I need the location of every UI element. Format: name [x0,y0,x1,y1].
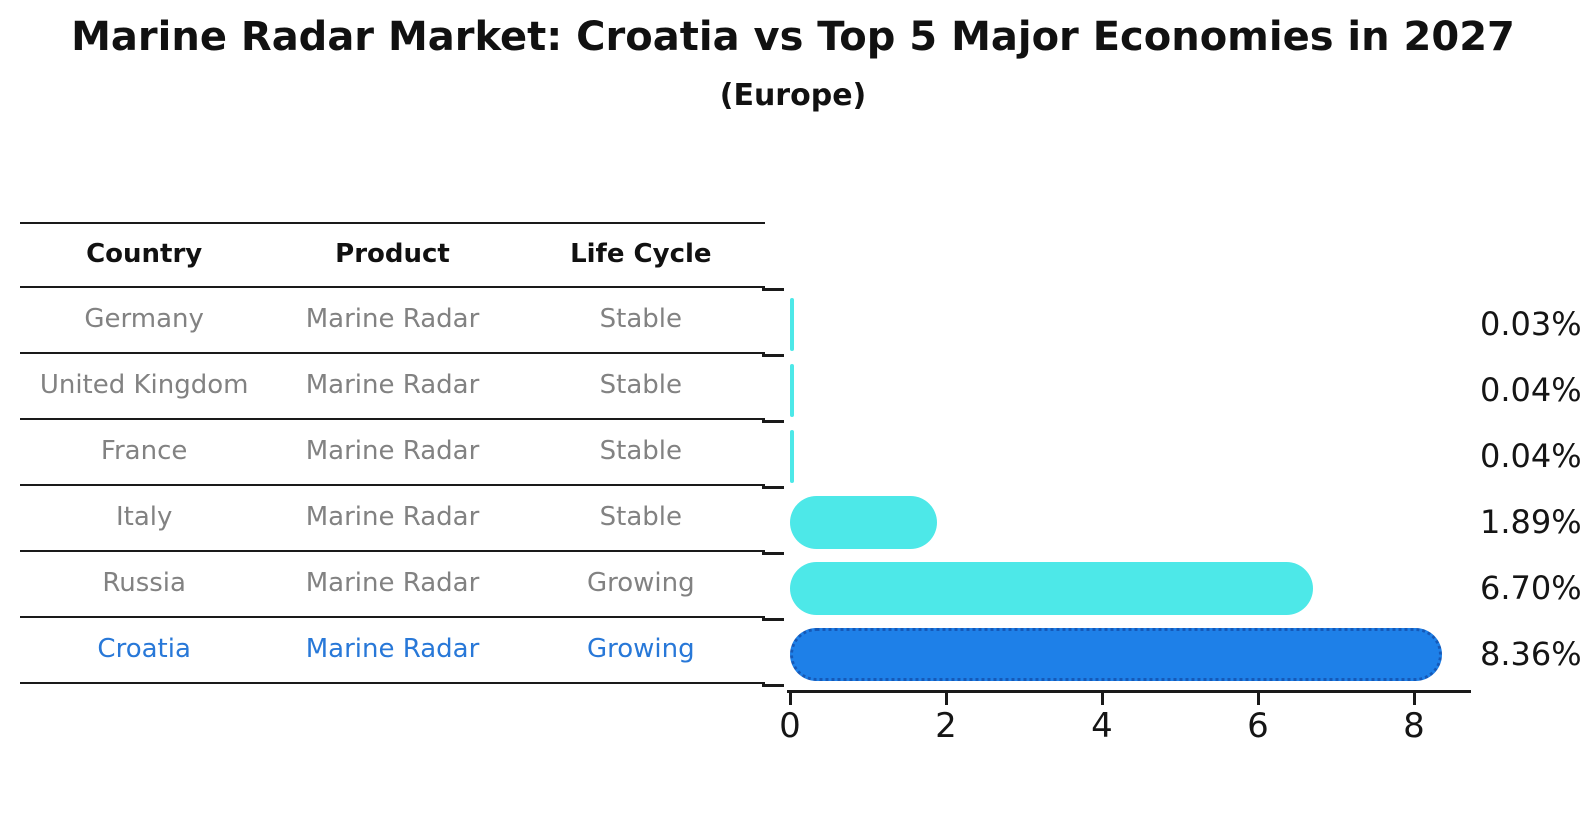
column-header: Product [335,239,450,269]
y-tick [762,354,784,357]
value-label: 0.03% [1480,305,1582,343]
table-cell-product: Marine Radar [305,370,480,400]
table-row: France Marine Radar Stable [20,418,765,484]
table-cell-product: Marine Radar [305,436,480,466]
y-tick [762,618,784,621]
table-cell-life_cycle: Growing [586,568,695,598]
table-cell-country: United Kingdom [39,370,249,400]
column-header: Country [86,239,203,269]
value-label: 0.04% [1480,437,1582,475]
x-tick [1256,692,1260,705]
value-label: 0.04% [1480,371,1582,409]
chart-subtitle: (Europe) [719,78,867,113]
x-tick [1100,692,1104,705]
table-row: Germany Marine Radar Stable [20,286,765,352]
table-cell-product: Marine Radar [305,502,480,532]
table-cell-life_cycle: Stable [599,436,682,466]
table-header-row: Country Product Life Cycle [20,222,765,286]
y-tick [762,486,784,489]
y-tick [762,288,784,291]
table-cell-country: France [100,436,188,466]
bar-croatia [790,627,1442,681]
value-label: 8.36% [1480,635,1582,673]
table-cell-country: Croatia [97,634,191,664]
table-divider [20,682,765,684]
x-axis [787,690,1471,693]
table-divider [20,484,765,486]
x-tick [788,692,792,705]
table-row: Russia Marine Radar Growing [20,550,765,616]
value-label: 1.89% [1480,503,1582,541]
x-tick-label: 2 [935,706,957,746]
chart-title: Marine Radar Market: Croatia vs Top 5 Ma… [71,14,1515,60]
table-cell-life_cycle: Stable [599,502,682,532]
bar-united-kingdom [790,363,794,417]
x-tick [1412,692,1416,705]
table-cell-life_cycle: Stable [599,304,682,334]
bar-russia [790,561,1313,615]
x-tick-label: 0 [779,706,801,746]
bar-france [790,429,794,483]
x-tick [944,692,948,705]
bar-germany [790,297,794,351]
table-row: Italy Marine Radar Stable [20,484,765,550]
y-tick [762,684,784,687]
table-divider [20,550,765,552]
table-divider [20,222,765,224]
bar-italy [790,495,937,549]
y-tick [762,420,784,423]
table-row: United Kingdom Marine Radar Stable [20,352,765,418]
table-cell-life_cycle: Growing [586,634,695,664]
x-tick-label: 4 [1091,706,1113,746]
table-cell-country: Italy [115,502,173,532]
table-divider [20,286,765,288]
column-header: Life Cycle [570,239,712,269]
table-cell-country: Germany [84,304,204,334]
table-divider [20,616,765,618]
x-tick-label: 8 [1403,706,1425,746]
table-cell-life_cycle: Stable [599,370,682,400]
table-row: Croatia Marine Radar Growing [20,616,765,682]
x-tick-label: 6 [1247,706,1269,746]
y-tick [762,552,784,555]
table-cell-product: Marine Radar [305,634,480,664]
table-divider [20,418,765,420]
table-cell-product: Marine Radar [305,304,480,334]
table-cell-country: Russia [102,568,186,598]
table-cell-product: Marine Radar [305,568,480,598]
table-divider [20,352,765,354]
value-label: 6.70% [1480,569,1582,607]
